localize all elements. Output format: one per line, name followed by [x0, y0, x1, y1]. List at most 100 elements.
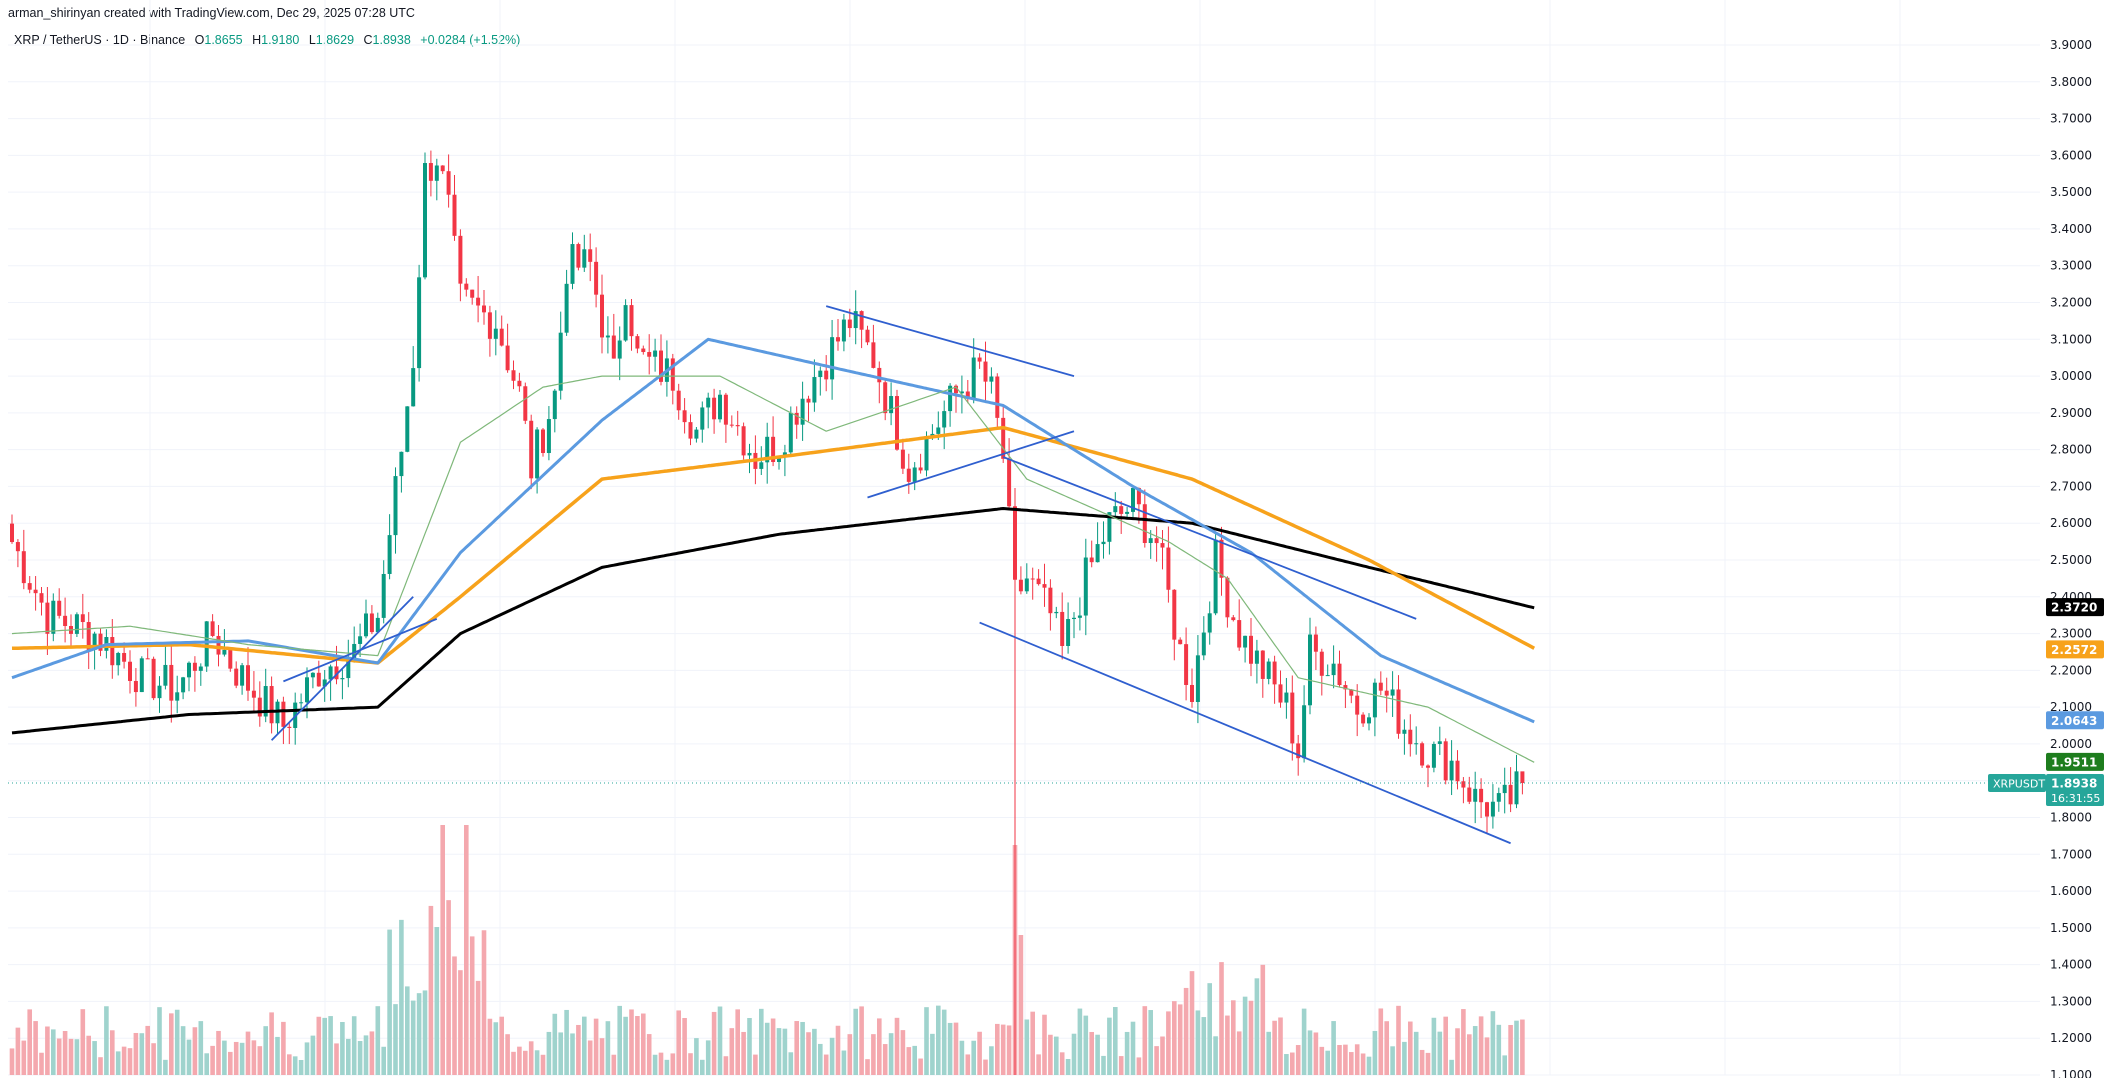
- candle-body: [393, 476, 398, 536]
- volume-bar: [865, 1059, 870, 1075]
- volume-bar: [110, 1030, 115, 1075]
- volume-bar: [251, 1040, 257, 1075]
- volume-bar: [210, 1045, 215, 1075]
- candle-body: [1113, 506, 1118, 513]
- candle-body: [659, 350, 663, 382]
- candle-body: [1243, 635, 1248, 648]
- y-tick-label: 3.4000: [2050, 222, 2092, 236]
- volume-bar: [298, 1059, 304, 1075]
- volume-bar: [115, 1051, 121, 1075]
- volume-bar: [1337, 1045, 1342, 1075]
- candle-body: [1154, 538, 1159, 544]
- candle-body: [883, 382, 888, 414]
- volume-bar: [499, 1016, 504, 1075]
- candle-body: [122, 652, 127, 662]
- candle-body: [1077, 615, 1082, 618]
- y-tick-label: 3.7000: [2050, 112, 2092, 126]
- candle-body: [1449, 760, 1454, 781]
- candle-body: [1508, 784, 1513, 805]
- volume-bar: [393, 1004, 398, 1075]
- close-value: 1.8938: [372, 33, 411, 47]
- volume-bar: [1160, 1036, 1165, 1075]
- candle-body: [1083, 557, 1088, 616]
- candle-body: [1042, 584, 1047, 588]
- candle-body: [1060, 611, 1065, 646]
- candle-body: [959, 391, 964, 394]
- candle-body: [110, 637, 115, 666]
- volume-bar: [888, 1033, 894, 1075]
- volume-bar: [924, 1007, 929, 1075]
- volume-bar: [688, 1053, 693, 1075]
- volume-bar: [387, 929, 392, 1075]
- candle-body: [39, 593, 44, 603]
- candle-body: [1001, 417, 1006, 459]
- candle-body: [546, 419, 551, 454]
- candle-body: [192, 662, 197, 671]
- volume-bar: [92, 1041, 97, 1075]
- candle-body: [181, 677, 186, 693]
- candle-body: [222, 649, 227, 655]
- candle-body: [971, 357, 976, 399]
- volume-bar: [747, 1018, 752, 1075]
- candle-body: [712, 397, 717, 420]
- volume-bar: [1331, 1021, 1336, 1075]
- candle-body: [1278, 684, 1283, 703]
- candle-body: [765, 436, 770, 463]
- volume-bar: [1514, 1020, 1519, 1075]
- volume-bar: [405, 986, 410, 1075]
- candle-body: [98, 633, 103, 651]
- volume-bar: [759, 1008, 764, 1075]
- volume-bar: [818, 1043, 823, 1075]
- y-tick-label: 2.1000: [2050, 700, 2092, 714]
- candle-body: [169, 664, 174, 701]
- volume-bar: [1166, 1011, 1171, 1075]
- candle-body: [1201, 632, 1206, 656]
- candle-body: [175, 692, 180, 701]
- volume-bar: [770, 1018, 776, 1075]
- candle-body: [895, 396, 899, 450]
- candle-body: [1361, 714, 1366, 724]
- volume-bar: [1054, 1036, 1059, 1075]
- candle-body: [723, 394, 728, 425]
- volume-bar: [528, 1041, 534, 1075]
- volume-bar: [381, 1046, 386, 1075]
- candle-body: [21, 551, 26, 584]
- candle-body: [133, 680, 138, 693]
- candle-body: [694, 429, 699, 439]
- volume-bar: [80, 1009, 86, 1075]
- candle-body: [1479, 788, 1484, 803]
- volume-bar: [151, 1043, 156, 1075]
- symbol-title: XRP / TetherUS · 1D · Binance: [14, 33, 186, 47]
- candle-body: [423, 163, 427, 278]
- candle-body: [535, 429, 540, 479]
- y-tick-label: 2.3000: [2050, 627, 2092, 641]
- volume-bar: [1413, 1031, 1419, 1075]
- close-label: C: [363, 33, 373, 47]
- price-tag: [2046, 752, 2104, 771]
- candle-body: [493, 328, 498, 339]
- candle-body: [918, 467, 923, 471]
- volume-bar: [21, 1040, 27, 1075]
- candle-body: [1296, 743, 1301, 759]
- candle-body: [594, 261, 599, 295]
- y-tick-label: 2.8000: [2050, 443, 2092, 457]
- volume-bar: [1461, 1009, 1466, 1075]
- volume-bar: [971, 1040, 976, 1075]
- candle-body: [924, 436, 929, 471]
- volume-bar: [941, 1009, 947, 1075]
- candle-body: [1426, 765, 1430, 768]
- attribution-text: arman_shirinyan created with TradingView…: [8, 6, 415, 20]
- volume-bar: [304, 1042, 310, 1075]
- volume-bar: [346, 1038, 351, 1075]
- volume-bar: [1254, 978, 1260, 1075]
- candle-body: [216, 635, 221, 655]
- volume-bar: [1290, 1052, 1295, 1075]
- candle-body: [983, 361, 988, 382]
- volume-bar: [1408, 1021, 1413, 1075]
- candle-body: [340, 678, 345, 680]
- y-tick-label: 3.2000: [2050, 296, 2092, 310]
- candle-body: [452, 194, 457, 236]
- candle-body: [446, 171, 451, 195]
- volume-bar: [570, 1033, 575, 1075]
